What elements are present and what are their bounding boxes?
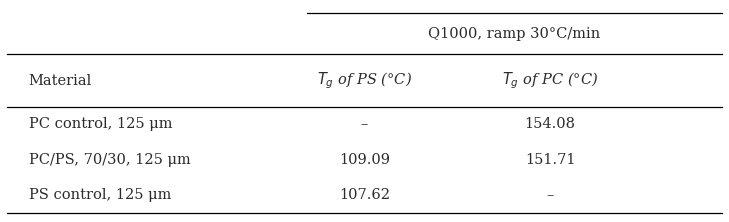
Text: Q1000, ramp 30°C/min: Q1000, ramp 30°C/min: [429, 27, 601, 41]
Text: 109.09: 109.09: [339, 153, 390, 167]
Text: 154.08: 154.08: [525, 117, 576, 131]
Text: $T_g$ of PS (°C): $T_g$ of PS (°C): [317, 70, 412, 91]
Text: PC/PS, 70/30, 125 μm: PC/PS, 70/30, 125 μm: [28, 153, 190, 167]
Text: PS control, 125 μm: PS control, 125 μm: [28, 188, 171, 202]
Text: 107.62: 107.62: [339, 188, 390, 202]
Text: –: –: [547, 188, 554, 202]
Text: 151.71: 151.71: [525, 153, 575, 167]
Text: –: –: [361, 117, 368, 131]
Text: $T_g$ of PC (°C): $T_g$ of PC (°C): [502, 70, 599, 91]
Text: Material: Material: [28, 73, 92, 87]
Text: PC control, 125 μm: PC control, 125 μm: [28, 117, 172, 131]
